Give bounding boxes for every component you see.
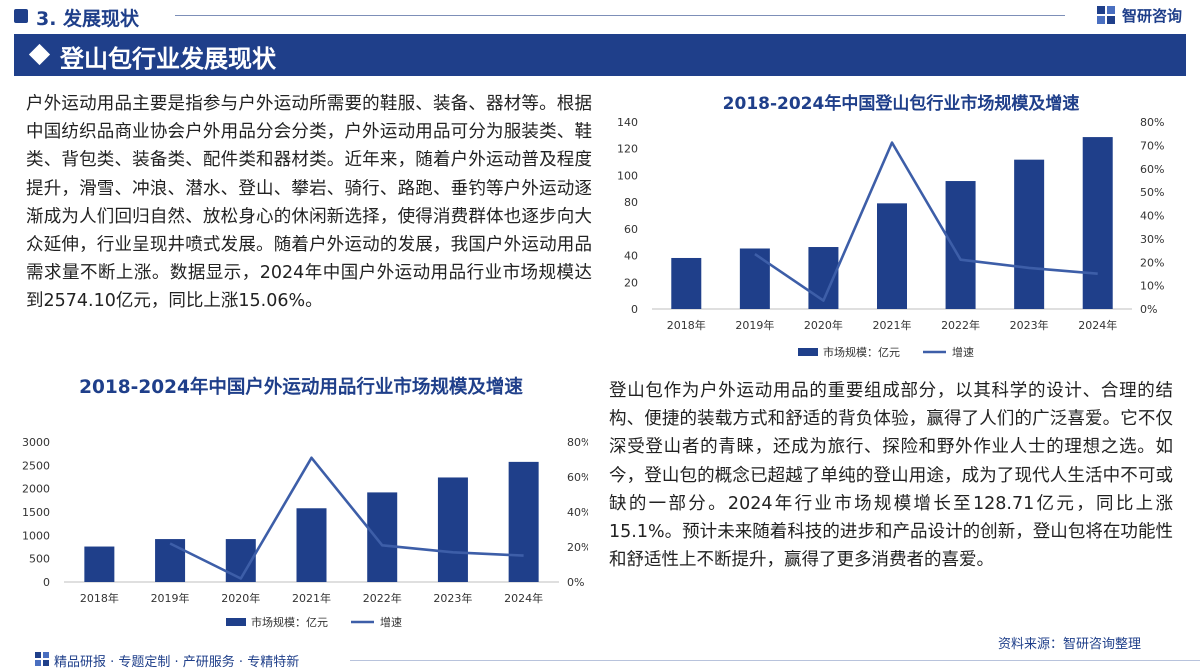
bar — [155, 539, 186, 582]
source-note: 资料来源：智研咨询整理 — [998, 637, 1142, 652]
y-right-tick-label: 10% — [1140, 280, 1164, 293]
x-tick-label: 2024年 — [1078, 318, 1117, 332]
x-tick-label: 2020年 — [804, 318, 843, 332]
footer-bar: 精品研报 · 专题定制 · 产研服务 · 专精特新 — [0, 648, 1200, 672]
x-tick-label: 2022年 — [363, 591, 402, 605]
legend-label: 增速 — [952, 345, 974, 359]
y-left-tick-label: 100 — [617, 169, 638, 182]
y-left-tick-label: 1000 — [22, 529, 50, 542]
bar — [671, 257, 702, 309]
brand-name: 智研咨询 — [1122, 7, 1183, 25]
x-tick-label: 2019年 — [151, 591, 190, 605]
y-right-tick-label: 0% — [1140, 303, 1157, 316]
footer-logo-icon — [35, 652, 49, 666]
legend-label: 市场规模：亿元 — [251, 615, 328, 629]
section-label: 3. 发展现状 — [36, 8, 140, 30]
backpack-paragraph: 登山包作为户外运动用品的重要组成部分，以其科学的设计、合理的结构、便捷的装载方式… — [609, 381, 1173, 571]
y-left-tick-label: 500 — [29, 553, 50, 566]
x-tick-label: 2022年 — [941, 318, 980, 332]
y-right-tick-label: 20% — [1140, 256, 1164, 269]
y-left-tick-label: 3000 — [22, 436, 50, 449]
bar — [945, 181, 976, 309]
y-right-tick-label: 20% — [567, 541, 588, 554]
legend-bar-swatch — [798, 348, 818, 356]
bar — [739, 248, 770, 309]
y-right-tick-label: 40% — [1140, 210, 1164, 223]
title-banner: 登山包行业发展现状 — [14, 34, 1186, 76]
x-tick-label: 2018年 — [667, 318, 706, 332]
y-left-tick-label: 1500 — [22, 506, 50, 519]
x-tick-label: 2020年 — [221, 591, 260, 605]
chart-title: 2018-2024年中国户外运动用品行业市场规模及增速 — [79, 377, 523, 398]
x-tick-label: 2024年 — [504, 591, 543, 605]
top-bar: 3. 发展现状 智研咨询 — [0, 0, 1200, 32]
bar — [437, 477, 468, 582]
x-tick-label: 2021年 — [873, 318, 912, 332]
bar — [296, 508, 327, 582]
y-right-tick-label: 70% — [1140, 139, 1164, 152]
x-tick-label: 2021年 — [292, 591, 331, 605]
legend-label: 增速 — [380, 615, 402, 629]
y-left-tick-label: 0 — [43, 576, 50, 589]
bar — [1082, 137, 1113, 309]
y-left-tick-label: 60 — [624, 223, 638, 236]
bar — [1014, 159, 1045, 309]
section-bullet-icon — [14, 9, 28, 23]
diamond-icon — [28, 43, 51, 66]
x-tick-label: 2018年 — [80, 591, 119, 605]
y-right-tick-label: 50% — [1140, 186, 1164, 199]
y-left-tick-label: 40 — [624, 250, 638, 263]
y-left-tick-label: 2000 — [22, 483, 50, 496]
outdoor-market-chart: 2018-2024年中国户外运动用品行业市场规模及增速 0 500 1000 1500… — [14, 372, 588, 640]
chart-title: 2018-2024年中国登山包行业市场规模及增速 — [722, 94, 1080, 114]
legend-bar-swatch — [226, 618, 246, 626]
bar — [84, 546, 115, 582]
brand-logo-icon — [1097, 6, 1115, 24]
outdoor-paragraph: 户外运动用品主要是指参与户外运动所需要的鞋服、装备、器材等。根据中国纺织品商业协… — [26, 94, 592, 312]
y-left-tick-label: 0 — [631, 303, 638, 316]
backpack-market-chart: 2018-2024年中国登山包行业市场规模及增速 0 20 40 60 80 100 120… — [612, 84, 1190, 366]
y-right-tick-label: 80% — [567, 436, 588, 449]
x-tick-label: 2019年 — [735, 318, 774, 332]
y-left-tick-label: 80 — [624, 196, 638, 209]
x-tick-label: 2023年 — [1010, 318, 1049, 332]
y-left-tick-label: 140 — [617, 116, 638, 129]
x-tick-label: 2023年 — [433, 591, 472, 605]
footer-services: 精品研报 · 专题定制 · 产研服务 · 专精特新 — [54, 655, 300, 670]
y-left-tick-label: 2500 — [22, 459, 50, 472]
backpack-chart-canvas: 0 20 40 60 80 100 120 140 0% 10% 20% 30% 40% 50% 60% 70… — [617, 116, 1164, 359]
y-right-tick-label: 0% — [567, 576, 584, 589]
growth-line — [169, 456, 524, 580]
y-right-tick-label: 40% — [567, 506, 588, 519]
y-right-tick-label: 80% — [1140, 116, 1164, 129]
outdoor-chart-canvas: 0 500 1000 1500 2000 2500 3000 0% 20% 40% 60% 80% 20… — [22, 436, 588, 629]
header-divider — [175, 15, 1065, 16]
bar — [367, 492, 398, 582]
y-left-tick-label: 120 — [617, 143, 638, 156]
y-left-tick-label: 20 — [624, 276, 638, 289]
growth-line — [754, 141, 1098, 302]
y-right-tick-label: 60% — [1140, 163, 1164, 176]
footer-divider — [350, 660, 1200, 661]
y-right-tick-label: 60% — [567, 471, 588, 484]
page-title: 登山包行业发展现状 — [60, 45, 276, 73]
legend-label: 市场规模：亿元 — [823, 345, 900, 359]
y-right-tick-label: 30% — [1140, 233, 1164, 246]
bar — [877, 203, 907, 309]
bar — [508, 461, 539, 582]
